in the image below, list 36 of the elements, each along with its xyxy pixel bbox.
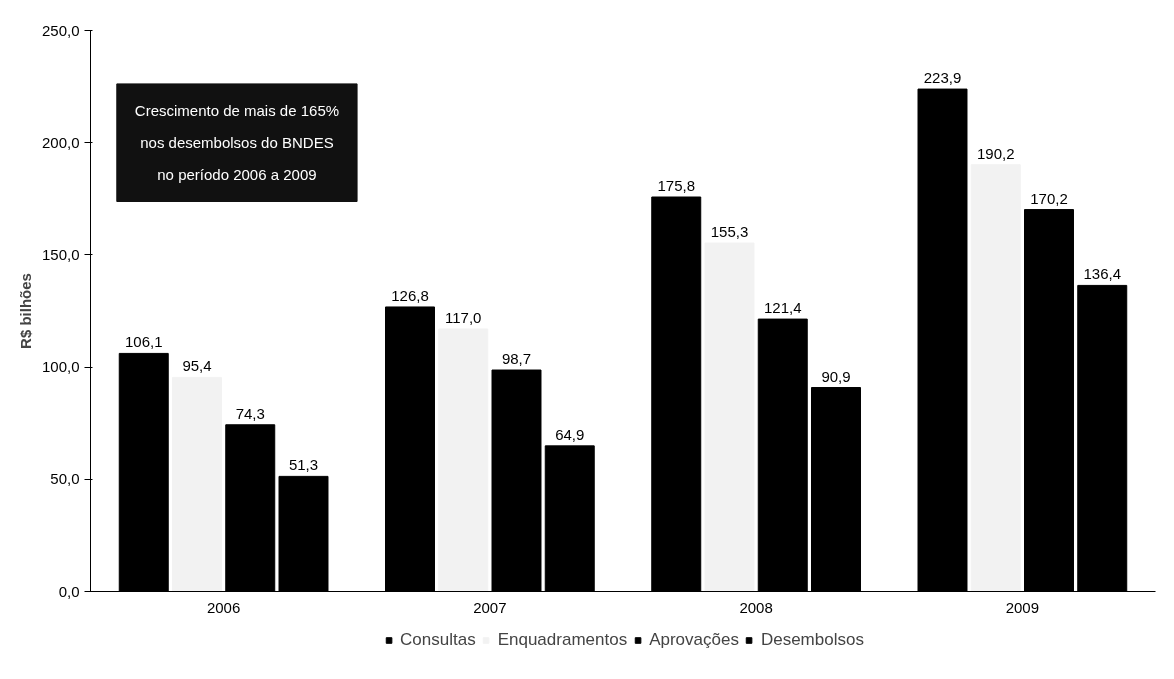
- data-label: 64,9: [555, 425, 585, 443]
- bar: [704, 242, 755, 592]
- legend-label: Aprovações: [649, 630, 739, 650]
- y-tick-label: 0,0: [58, 582, 80, 600]
- y-tick-label: 200,0: [41, 133, 80, 151]
- bar: [970, 164, 1021, 592]
- data-label: 121,4: [763, 299, 802, 317]
- data-label: 155,3: [710, 223, 749, 241]
- x-tick-label: 2006: [206, 598, 241, 616]
- data-label: 51,3: [288, 456, 319, 474]
- data-label: 170,2: [1030, 189, 1068, 207]
- legend-label: Enquadramentos: [497, 630, 628, 650]
- bar: [172, 376, 222, 592]
- y-tick-label: 50,0: [50, 470, 80, 488]
- data-label: 98,7: [501, 350, 532, 368]
- x-tick-label: 2007: [473, 598, 507, 616]
- x-tick-label: 2009: [1005, 598, 1040, 616]
- annotation: Crescimento de mais de 165% nos desembolsos do BNDES no período 2006 a 2009: [134, 101, 340, 184]
- y-tick-label: 100,0: [41, 358, 80, 376]
- data-label: 95,4: [182, 357, 212, 375]
- data-label: 223,9: [923, 69, 962, 87]
- data-label: 106,1: [124, 333, 163, 351]
- bar: [438, 328, 489, 592]
- data-label: 175,8: [657, 177, 696, 194]
- data-label: 136,4: [1083, 265, 1122, 283]
- legend-label: Consultas: [400, 630, 476, 650]
- y-tick-label: 150,0: [41, 245, 80, 263]
- data-label: 90,9: [821, 367, 851, 385]
- data-label: 126,8: [391, 286, 429, 304]
- data-label: 74,3: [235, 404, 265, 422]
- x-tick-label: 2008: [739, 598, 773, 616]
- data-label: 190,2: [976, 144, 1015, 162]
- legend-label: Desembolsos: [760, 630, 864, 650]
- y-tick-label: 250,0: [41, 21, 80, 39]
- data-label: 117,0: [445, 308, 482, 326]
- y-axis-title: R$ bilhões: [16, 273, 34, 349]
